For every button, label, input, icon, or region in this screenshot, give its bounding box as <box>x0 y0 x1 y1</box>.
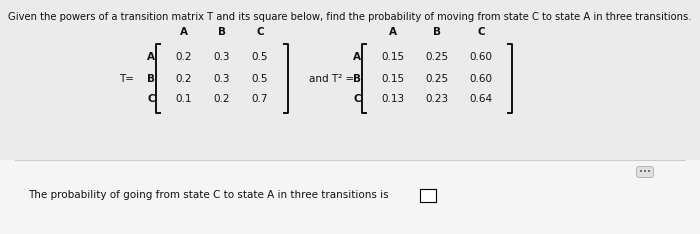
Text: 0.5: 0.5 <box>252 52 268 62</box>
Text: 0.15: 0.15 <box>382 73 405 84</box>
Bar <box>420 189 436 201</box>
Text: 0.15: 0.15 <box>382 52 405 62</box>
Text: B: B <box>218 27 226 37</box>
Text: and T² =: and T² = <box>309 73 354 84</box>
Text: 0.5: 0.5 <box>252 73 268 84</box>
Text: C: C <box>477 27 485 37</box>
Text: 0.3: 0.3 <box>214 73 230 84</box>
Text: Given the powers of a transition matrix T and its square below, find the probabi: Given the powers of a transition matrix … <box>8 12 692 22</box>
Text: 0.60: 0.60 <box>470 73 493 84</box>
Text: 0.64: 0.64 <box>470 95 493 105</box>
Text: 0.2: 0.2 <box>214 95 230 105</box>
Text: T=: T= <box>119 73 137 84</box>
Text: 0.25: 0.25 <box>426 52 449 62</box>
Text: 0.7: 0.7 <box>252 95 268 105</box>
Text: 0.13: 0.13 <box>382 95 405 105</box>
Text: B: B <box>353 73 361 84</box>
Text: 0.2: 0.2 <box>176 73 192 84</box>
Text: 0.2: 0.2 <box>176 52 192 62</box>
Text: 0.60: 0.60 <box>470 52 493 62</box>
Text: C: C <box>354 95 361 105</box>
Text: B: B <box>147 73 155 84</box>
Text: A: A <box>180 27 188 37</box>
Text: The probability of going from state C to state A in three transitions is: The probability of going from state C to… <box>28 190 388 200</box>
Text: A: A <box>147 52 155 62</box>
Text: 0.1: 0.1 <box>176 95 192 105</box>
Bar <box>0 160 700 234</box>
Text: B: B <box>433 27 441 37</box>
Text: A: A <box>353 52 361 62</box>
Text: 0.3: 0.3 <box>214 52 230 62</box>
Text: A: A <box>389 27 397 37</box>
Text: •••: ••• <box>639 169 651 175</box>
Text: 0.25: 0.25 <box>426 73 449 84</box>
Text: 0.23: 0.23 <box>426 95 449 105</box>
Text: C: C <box>148 95 155 105</box>
Text: C: C <box>256 27 264 37</box>
